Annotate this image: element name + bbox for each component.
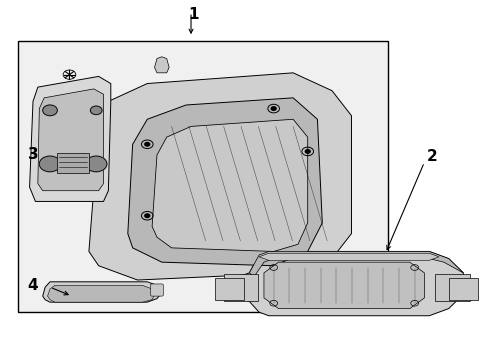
- FancyBboxPatch shape: [57, 153, 89, 173]
- Circle shape: [144, 214, 149, 217]
- Polygon shape: [89, 73, 351, 280]
- Circle shape: [39, 156, 61, 172]
- FancyBboxPatch shape: [448, 278, 477, 300]
- Polygon shape: [38, 89, 103, 191]
- Polygon shape: [154, 57, 169, 73]
- FancyBboxPatch shape: [150, 284, 163, 296]
- Polygon shape: [152, 119, 307, 251]
- Polygon shape: [229, 251, 462, 316]
- FancyBboxPatch shape: [434, 274, 468, 301]
- Circle shape: [85, 156, 107, 172]
- Circle shape: [305, 150, 309, 153]
- Circle shape: [42, 105, 57, 116]
- FancyBboxPatch shape: [215, 278, 244, 300]
- Text: 4: 4: [28, 278, 38, 293]
- Polygon shape: [259, 253, 438, 260]
- Polygon shape: [30, 76, 111, 202]
- Polygon shape: [47, 285, 154, 302]
- Circle shape: [271, 107, 276, 111]
- Text: 2: 2: [426, 149, 437, 164]
- Circle shape: [90, 106, 102, 114]
- FancyBboxPatch shape: [19, 41, 387, 312]
- FancyBboxPatch shape: [223, 274, 258, 301]
- Polygon shape: [249, 251, 462, 276]
- Text: 3: 3: [28, 148, 38, 162]
- Text: 1: 1: [188, 7, 198, 22]
- Circle shape: [144, 143, 149, 146]
- Polygon shape: [264, 262, 424, 309]
- Polygon shape: [127, 98, 322, 266]
- Polygon shape: [42, 282, 162, 302]
